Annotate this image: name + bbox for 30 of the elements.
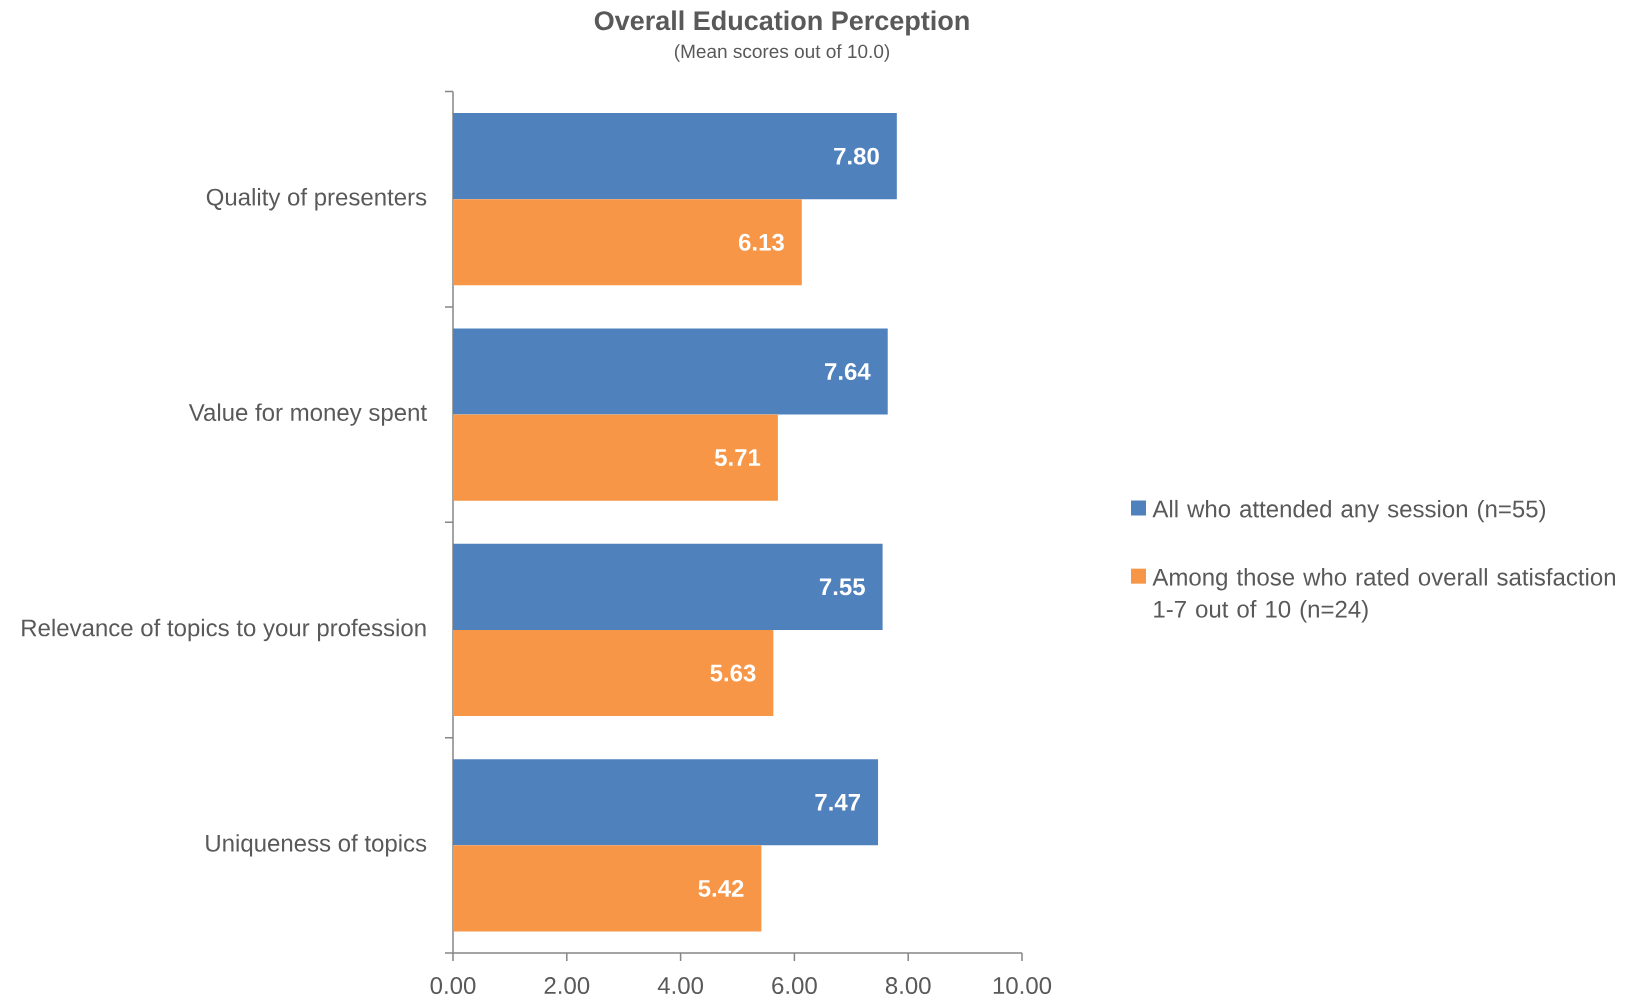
data-label: 6.13 bbox=[738, 233, 784, 251]
bar bbox=[453, 543, 883, 630]
bar bbox=[453, 845, 762, 932]
data-label: 5.71 bbox=[714, 449, 761, 466]
bar bbox=[453, 199, 802, 286]
data-label: 7.47 bbox=[815, 794, 860, 811]
bar bbox=[453, 414, 778, 501]
chart-title: Overall Education Perception bbox=[594, 10, 969, 36]
x-tick-label: 4.00 bbox=[657, 977, 704, 995]
data-label: 5.42 bbox=[698, 879, 744, 897]
bar bbox=[453, 328, 888, 415]
data-label: 7.55 bbox=[819, 578, 865, 596]
x-tick-label: 2.00 bbox=[544, 977, 590, 995]
y-tick-label: Relevance of topics to your profession bbox=[22, 618, 426, 642]
x-tick-label: 10.00 bbox=[993, 977, 1052, 995]
legend-label: All who attended any session (n=55) bbox=[1152, 499, 1546, 523]
y-tick-label: Quality of presenters bbox=[206, 188, 427, 211]
x-tick-label: 0.00 bbox=[430, 977, 476, 995]
data-label: 7.64 bbox=[825, 363, 871, 380]
y-tick-label: Uniqueness of topics bbox=[206, 834, 427, 857]
y-tick-label: Value for money spent bbox=[188, 403, 427, 426]
data-label: 5.63 bbox=[710, 664, 756, 682]
bar bbox=[453, 113, 897, 200]
chart-subtitle: (Mean scores out of 10.0) bbox=[674, 44, 890, 62]
bar bbox=[453, 759, 879, 846]
data-label: 7.80 bbox=[834, 147, 879, 165]
bar bbox=[453, 629, 774, 717]
x-tick-label: 6.00 bbox=[772, 977, 817, 995]
legend-label: Among those who rated overall satisfaction 1-7 out of 10 (n=24) bbox=[1152, 568, 1616, 623]
x-tick-label: 8.00 bbox=[885, 977, 931, 995]
